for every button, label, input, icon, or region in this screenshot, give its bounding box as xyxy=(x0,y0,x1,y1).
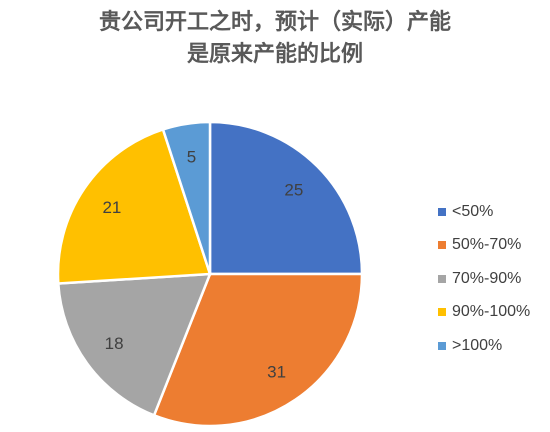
legend-swatch xyxy=(438,207,446,216)
legend-label: 70%-90% xyxy=(452,269,522,287)
legend-swatch xyxy=(438,341,446,350)
pie-slice xyxy=(56,127,212,285)
legend-label: >100% xyxy=(452,336,503,354)
legend-item: >100% xyxy=(438,329,530,363)
slice-value-label: 31 xyxy=(267,363,286,382)
slice-value-label: 21 xyxy=(102,198,121,217)
legend-swatch xyxy=(438,241,446,250)
legend-item: 90%-100% xyxy=(438,296,530,330)
chart-title: 贵公司开工之时，预计（实际）产能 是原来产能的比例 xyxy=(0,6,550,70)
pie-slice xyxy=(161,120,212,275)
pie-slice xyxy=(152,272,364,428)
legend-label: 50%-70% xyxy=(452,236,522,254)
pie-slice xyxy=(56,272,212,417)
legend: <50% 50%-70% 70%-90% 90%-100% >100% xyxy=(438,195,530,363)
legend-item: 50%-70% xyxy=(438,229,530,263)
legend-item: 70%-90% xyxy=(438,262,530,296)
legend-item: <50% xyxy=(438,195,530,229)
slice-value-label: 5 xyxy=(187,147,196,166)
legend-label: 90%-100% xyxy=(452,303,531,321)
legend-swatch xyxy=(438,308,446,317)
slice-value-label: 25 xyxy=(284,181,303,200)
legend-swatch xyxy=(438,274,446,283)
legend-label: <50% xyxy=(452,202,494,220)
slice-value-label: 18 xyxy=(105,334,124,353)
chart-title-line-2: 是原来产能的比例 xyxy=(186,41,363,67)
chart-title-line-1: 贵公司开工之时，预计（实际）产能 xyxy=(98,9,451,35)
pie-slice xyxy=(208,120,364,276)
